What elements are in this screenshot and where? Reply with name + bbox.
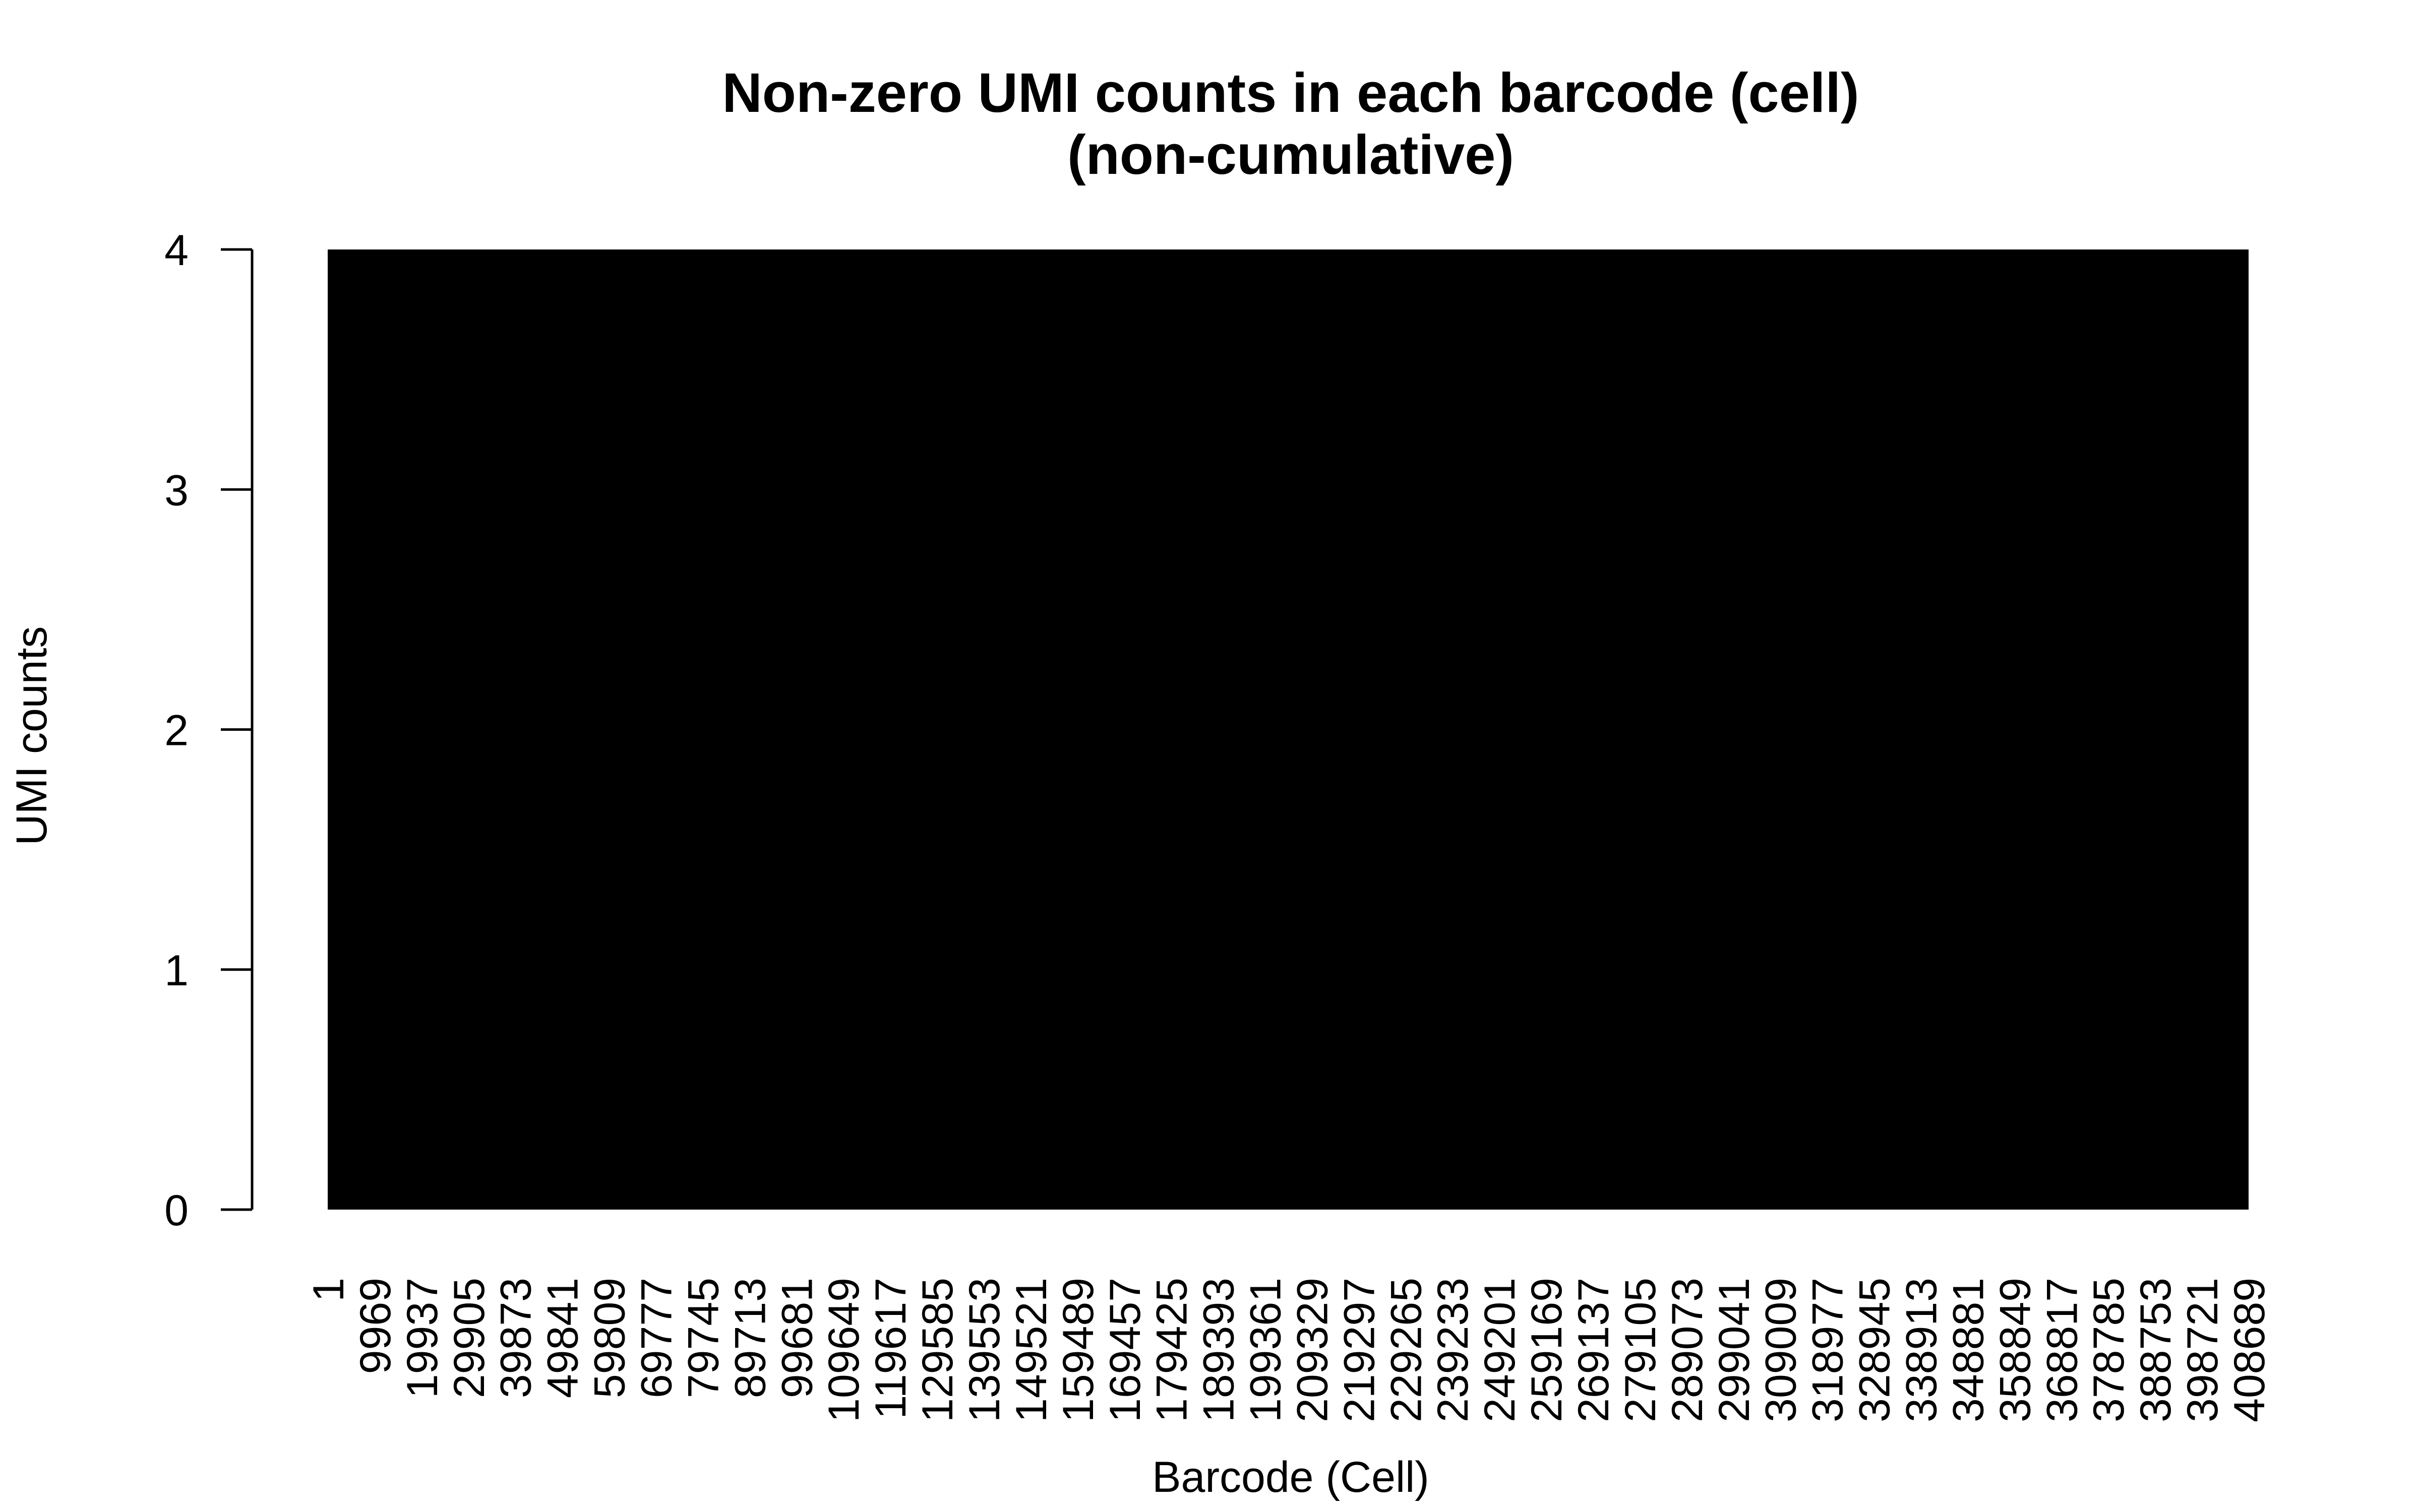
x-axis: 1996919937299053987349841598096977779745… <box>305 1278 2274 1422</box>
y-tick-label: 2 <box>164 707 189 755</box>
chart-subtitle: (non-cumulative) <box>1067 124 1514 186</box>
x-tick-label: 49841 <box>539 1278 587 1398</box>
bar <box>1990 249 2038 1210</box>
x-tick-label: 1 <box>305 1278 353 1302</box>
bar <box>2037 249 2085 1210</box>
x-tick-label: 259169 <box>1523 1278 1571 1422</box>
x-tick-label: 358849 <box>1991 1278 2039 1422</box>
bar <box>1522 249 1570 1210</box>
bar <box>1194 249 1242 1210</box>
x-tick-label: 149521 <box>1007 1278 1056 1422</box>
bar <box>1803 249 1851 1210</box>
x-tick-label: 189393 <box>1195 1278 1243 1422</box>
y-tick-label: 4 <box>164 226 189 275</box>
x-tick-label: 328945 <box>1851 1278 1899 1422</box>
x-tick-label: 408689 <box>2225 1278 2274 1422</box>
bar <box>1662 249 1711 1210</box>
bar <box>1288 249 1336 1210</box>
bar <box>1897 249 1945 1210</box>
bar <box>1428 249 1476 1210</box>
x-tick-label: 209329 <box>1288 1278 1337 1422</box>
x-tick-label: 119617 <box>867 1278 915 1419</box>
bar <box>1568 249 1617 1210</box>
x-tick-label: 99681 <box>773 1278 821 1398</box>
x-axis-label: Barcode (Cell) <box>1152 1453 1429 1501</box>
bar <box>2131 249 2179 1210</box>
bars-layer <box>328 249 2249 1210</box>
x-tick-label: 159489 <box>1054 1278 1103 1422</box>
x-tick-label: 348881 <box>1944 1278 1992 1422</box>
y-tick-label: 0 <box>164 1186 189 1235</box>
x-tick-label: 388753 <box>2132 1278 2180 1422</box>
x-tick-label: 219297 <box>1335 1278 1383 1422</box>
bar <box>819 249 867 1210</box>
bar <box>1944 249 1991 1210</box>
x-tick-label: 39873 <box>492 1278 540 1398</box>
x-tick-label: 79745 <box>679 1278 728 1398</box>
x-tick-label: 269137 <box>1569 1278 1618 1422</box>
bar <box>913 249 961 1210</box>
x-tick-label: 229265 <box>1382 1278 1430 1422</box>
bar <box>328 249 352 1210</box>
bar <box>1475 249 1523 1210</box>
y-axis: 0 1 2 3 4 <box>164 226 254 1235</box>
bar <box>2177 249 2226 1210</box>
bar <box>1756 249 1804 1210</box>
bar <box>397 249 446 1210</box>
x-tick-label: 139553 <box>960 1278 1009 1422</box>
bar <box>1334 249 1382 1210</box>
x-tick-label: 299041 <box>1710 1278 1759 1422</box>
bar <box>1147 249 1195 1210</box>
x-tick-label: 89713 <box>726 1278 774 1398</box>
x-tick-label: 318977 <box>1804 1278 1852 1422</box>
bar <box>585 249 633 1210</box>
bar <box>959 249 1008 1210</box>
x-tick-label: 398721 <box>2179 1278 2227 1422</box>
x-tick-label: 109649 <box>820 1278 868 1422</box>
x-tick-label: 129585 <box>914 1278 962 1422</box>
x-tick-label: 338913 <box>1898 1278 1946 1422</box>
x-tick-label: 19937 <box>398 1278 447 1398</box>
x-tick-label: 199361 <box>1242 1278 1290 1422</box>
x-tick-label: 289073 <box>1663 1278 1712 1422</box>
x-tick-label: 378785 <box>2085 1278 2133 1422</box>
bar <box>725 249 773 1210</box>
x-tick-label: 169457 <box>1101 1278 1150 1422</box>
bar <box>2224 249 2249 1210</box>
x-tick-label: 249201 <box>1476 1278 1524 1422</box>
bar <box>679 249 727 1210</box>
y-tick-label: 3 <box>164 466 189 515</box>
bar <box>444 249 493 1210</box>
x-tick-label: 368817 <box>2038 1278 2086 1422</box>
bar <box>491 249 539 1210</box>
x-tick-label: 279105 <box>1616 1278 1665 1422</box>
bar <box>538 249 586 1210</box>
y-axis-label: UMI counts <box>8 626 56 846</box>
x-tick-label: 9969 <box>351 1278 400 1374</box>
bar <box>1381 249 1429 1210</box>
x-tick-label: 59809 <box>586 1278 634 1398</box>
bar <box>1850 249 1898 1210</box>
x-tick-label: 309009 <box>1757 1278 1805 1422</box>
y-tick-label: 1 <box>164 947 189 995</box>
bar <box>2084 249 2132 1210</box>
chart-title: Non-zero UMI counts in each barcode (cel… <box>722 62 1859 124</box>
bar <box>1241 249 1289 1210</box>
bar <box>1100 249 1148 1210</box>
x-tick-label: 179425 <box>1148 1278 1196 1422</box>
bar <box>1709 249 1758 1210</box>
bar <box>772 249 820 1210</box>
bar <box>632 249 680 1210</box>
bar <box>866 249 914 1210</box>
bar <box>1006 249 1055 1210</box>
x-tick-label: 69777 <box>632 1278 681 1398</box>
x-tick-label: 29905 <box>445 1278 494 1398</box>
bar <box>1615 249 1664 1210</box>
bar <box>1053 249 1102 1210</box>
x-tick-label: 239233 <box>1429 1278 1477 1422</box>
bar <box>350 249 399 1210</box>
